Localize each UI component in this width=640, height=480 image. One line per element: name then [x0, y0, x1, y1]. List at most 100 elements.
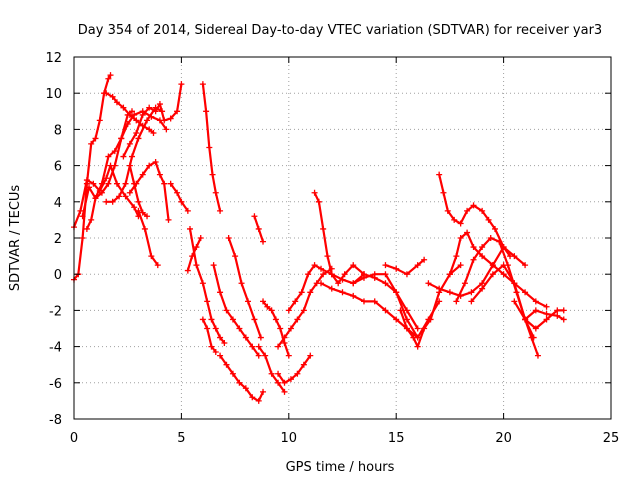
data-point	[208, 316, 215, 323]
data-point	[318, 265, 325, 272]
data-point	[203, 108, 210, 115]
y-tick-label: 0	[54, 268, 62, 283]
data-point	[109, 198, 116, 205]
data-point	[451, 216, 458, 223]
data-point	[260, 238, 267, 245]
data-point	[204, 325, 211, 332]
data-point	[341, 271, 348, 278]
data-point	[307, 352, 314, 359]
data-point	[382, 307, 389, 314]
data-point	[543, 311, 550, 318]
series-arc17	[217, 352, 267, 404]
series-arc9	[126, 158, 172, 223]
data-point	[199, 81, 206, 88]
y-tick-label: -8	[49, 413, 62, 428]
data-point	[281, 388, 288, 395]
data-point	[371, 298, 378, 305]
data-point	[152, 108, 159, 115]
data-point	[118, 135, 125, 142]
data-point	[255, 343, 262, 350]
data-point	[275, 370, 282, 377]
data-point	[133, 117, 140, 124]
data-point	[403, 325, 410, 332]
data-point	[262, 352, 269, 359]
data-point	[217, 207, 224, 214]
y-axis-label: SDTVAR / TECUs	[8, 185, 23, 292]
data-point	[522, 262, 529, 269]
x-tick-label: 15	[388, 431, 405, 446]
data-point	[113, 99, 120, 106]
data-point	[461, 280, 468, 287]
data-point	[339, 289, 346, 296]
data-point	[511, 298, 518, 305]
series-line	[399, 264, 462, 348]
data-point	[393, 289, 400, 296]
data-point	[251, 213, 258, 220]
data-point	[238, 280, 245, 287]
series-arc33	[446, 229, 550, 310]
data-point	[105, 153, 112, 160]
data-point	[511, 280, 518, 287]
data-point	[161, 180, 168, 187]
data-point	[178, 198, 185, 205]
data-point	[225, 235, 232, 241]
data-point	[122, 180, 129, 187]
y-tick-label: -4	[49, 341, 62, 356]
data-point	[96, 117, 103, 124]
data-point	[294, 370, 301, 377]
data-point	[382, 271, 389, 278]
data-point	[210, 262, 217, 269]
data-point	[242, 334, 249, 341]
series-arc21	[260, 298, 292, 359]
series-arc11	[167, 180, 191, 214]
y-tick-label: -6	[49, 377, 62, 392]
data-point	[212, 189, 219, 196]
series-line	[427, 246, 527, 297]
y-tick-label: 6	[54, 160, 62, 175]
data-point	[285, 352, 292, 359]
series-arc4	[83, 108, 170, 232]
data-point	[421, 325, 428, 332]
series-line	[137, 209, 159, 267]
data-point	[242, 385, 249, 392]
data-point	[534, 352, 541, 359]
data-point	[457, 220, 464, 227]
data-point	[107, 72, 114, 79]
series-arc10	[135, 207, 161, 269]
data-point	[300, 307, 307, 314]
series-arc32	[436, 171, 514, 260]
data-point	[206, 144, 213, 151]
data-point	[92, 195, 99, 202]
data-point	[446, 271, 453, 278]
data-point	[281, 379, 288, 386]
data-point	[436, 285, 443, 292]
series-arc20	[255, 343, 288, 395]
data-point	[470, 256, 477, 263]
x-tick-label: 10	[281, 431, 298, 446]
data-point	[403, 307, 410, 314]
data-point	[335, 280, 342, 287]
data-point	[135, 198, 142, 205]
data-point	[146, 126, 153, 133]
series-line	[212, 264, 260, 357]
data-point	[300, 361, 307, 368]
data-point	[150, 130, 157, 137]
data-point	[197, 235, 204, 241]
data-point	[457, 262, 464, 269]
series-arc25	[311, 189, 367, 287]
data-point	[133, 180, 140, 187]
data-point	[414, 343, 421, 350]
data-point	[560, 316, 567, 323]
data-point	[324, 253, 331, 260]
data-point	[500, 262, 507, 269]
series-arc23	[275, 265, 335, 350]
data-point	[528, 334, 535, 341]
data-point	[120, 153, 127, 160]
data-point	[560, 307, 567, 314]
data-point	[479, 285, 486, 292]
y-tick-label: 4	[54, 196, 62, 211]
data-point	[277, 325, 284, 332]
series-arc37	[522, 307, 567, 332]
series-arc36	[511, 298, 567, 323]
